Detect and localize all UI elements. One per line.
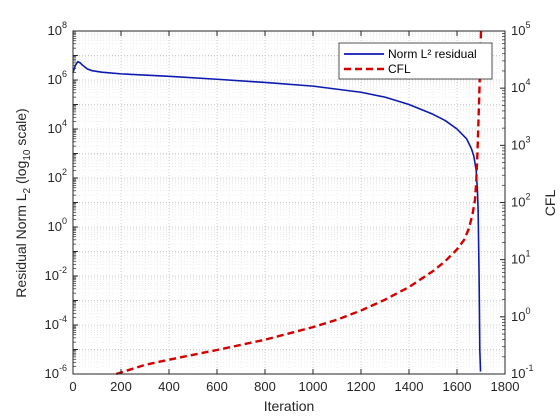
ticks (72, 30, 506, 375)
tick-base: 10 (511, 23, 525, 38)
left-y-title-sub: 2 (22, 187, 33, 193)
left-y-tick-label: 108 (48, 20, 67, 38)
legend-box (338, 42, 493, 80)
legend-label-residual: Norm L² residual (388, 47, 477, 61)
tick-exponent: 2 (62, 167, 67, 177)
tick-exponent: -2 (59, 265, 67, 275)
left-y-tick-label: 104 (48, 118, 67, 136)
tick-exponent: 4 (62, 118, 67, 128)
tick-base: 10 (48, 219, 62, 234)
legend: Norm L² residual CFL (338, 42, 493, 80)
tick-exponent: 0 (525, 306, 530, 316)
tick-base: 10 (511, 80, 525, 95)
x-tick-label: 1000 (299, 379, 328, 394)
x-tick-label: 0 (69, 379, 76, 394)
tick-exponent: 4 (525, 77, 530, 87)
x-tick-label: 200 (110, 379, 132, 394)
right-y-tick-label: 105 (511, 20, 530, 38)
left-y-tick-label: 100 (48, 216, 67, 234)
right-y-tick-label: 100 (511, 306, 530, 324)
tick-exponent: 5 (525, 20, 530, 30)
tick-base: 10 (45, 268, 59, 283)
left-y-tick-label: 10-6 (45, 363, 67, 381)
legend-label-cfl: CFL (388, 62, 411, 76)
x-tick-label: 800 (254, 379, 276, 394)
tick-base: 10 (45, 366, 59, 381)
x-axis-title: Iteration (264, 398, 315, 414)
right-y-tick-label: 104 (511, 77, 530, 95)
tick-base: 10 (48, 23, 62, 38)
tick-exponent: 6 (62, 69, 67, 79)
tick-base: 10 (45, 317, 59, 332)
right-y-tick-label: 10-1 (511, 363, 533, 381)
series-layer (72, 30, 483, 376)
left-y-title-paren-post: scale) (13, 108, 29, 149)
right-y-tick-label: 101 (511, 249, 530, 267)
left-y-title-paren-sub: 10 (22, 149, 33, 161)
tick-base: 10 (48, 170, 62, 185)
tick-base: 10 (511, 252, 525, 267)
tick-exponent: 1 (525, 249, 530, 259)
left-y-tick-label: 106 (48, 69, 67, 87)
tick-exponent: 2 (525, 192, 530, 202)
tick-base: 10 (511, 366, 525, 381)
tick-base: 10 (511, 309, 525, 324)
tick-base: 10 (511, 195, 525, 210)
x-tick-label: 1400 (395, 379, 424, 394)
tick-labels: 0 200 400 600 800 1000 1200 1400 1600 180010-610-… (45, 20, 534, 394)
left-y-tick-label: 10-2 (45, 265, 67, 283)
tick-base: 10 (511, 137, 525, 152)
right-y-axis-title: CFL (542, 190, 558, 217)
x-tick-label: 1600 (443, 379, 472, 394)
x-tick-label: 1200 (347, 379, 376, 394)
right-y-tick-label: 102 (511, 192, 530, 210)
x-tick-label: 400 (158, 379, 180, 394)
left-y-tick-label: 10-4 (45, 314, 67, 332)
left-y-title-paren-pre: (log (13, 161, 29, 188)
tick-exponent: 3 (525, 134, 530, 144)
x-tick-label: 600 (206, 379, 228, 394)
left-y-tick-label: 102 (48, 167, 67, 185)
series-line-cfl (115, 30, 483, 376)
tick-exponent: 0 (62, 216, 67, 226)
tick-base: 10 (48, 72, 62, 87)
left-y-title-main: Residual Norm L (13, 193, 29, 297)
right-y-tick-label: 103 (511, 134, 530, 152)
tick-exponent: 8 (62, 20, 67, 30)
tick-exponent: -6 (59, 363, 67, 373)
tick-base: 10 (48, 121, 62, 136)
tick-exponent: -1 (525, 363, 533, 373)
tick-exponent: -4 (59, 314, 67, 324)
left-y-axis-title: Residual Norm L2 (log10 scale) (13, 108, 33, 297)
x-tick-label: 1800 (491, 379, 520, 394)
